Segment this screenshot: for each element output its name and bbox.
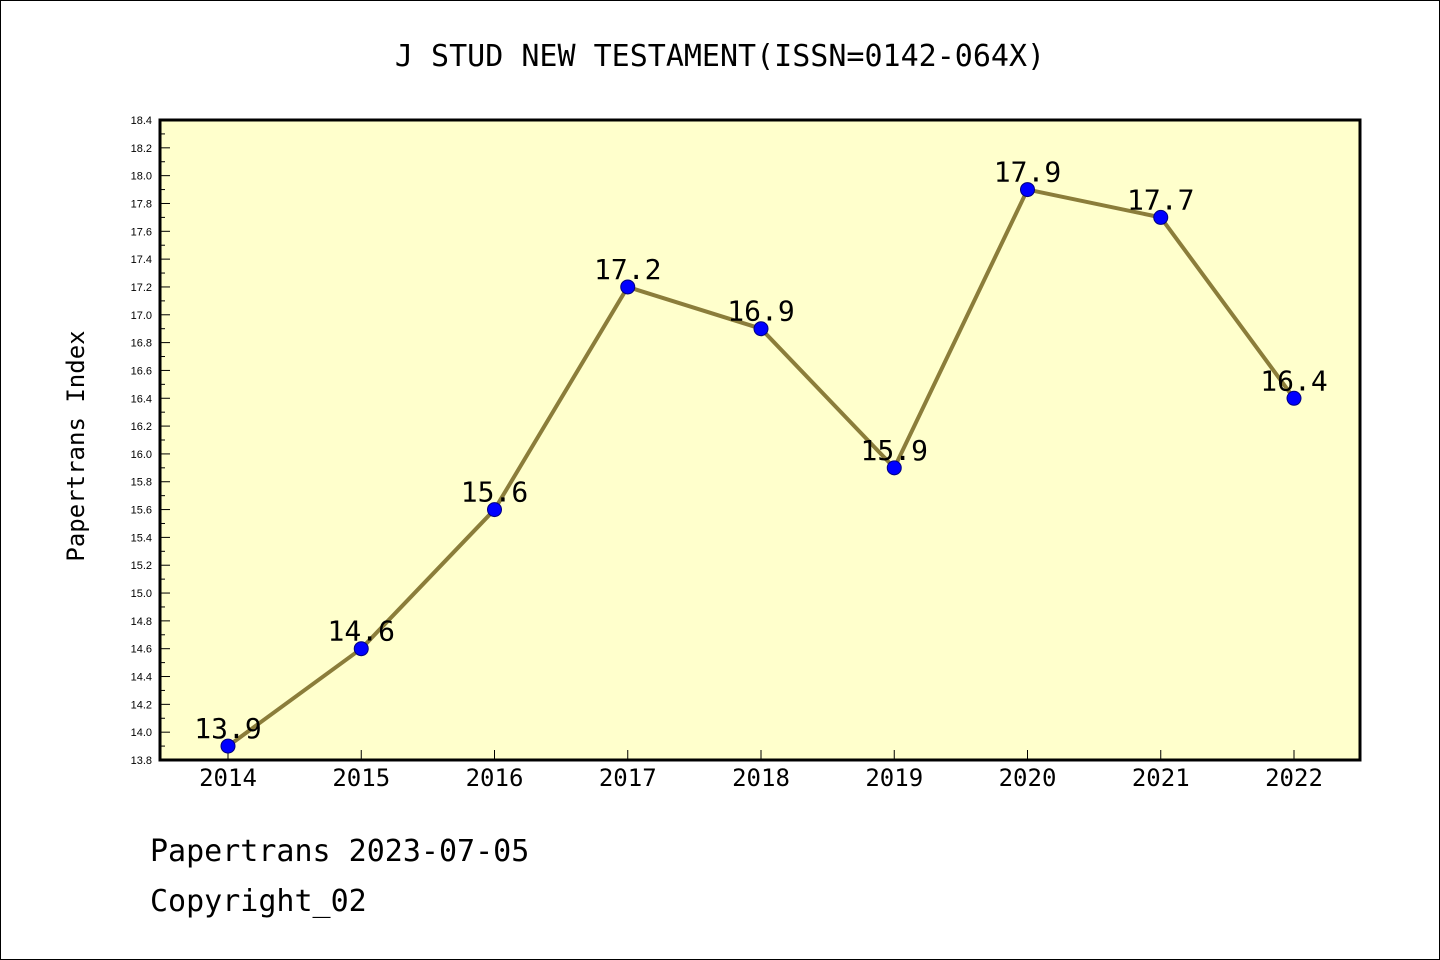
data-label: 17.7 (1127, 183, 1194, 216)
y-tick-label: 16.2 (131, 421, 152, 433)
data-label: 15.9 (861, 434, 928, 467)
data-point (1286, 390, 1302, 406)
x-tick-label: 2021 (1132, 764, 1190, 792)
y-tick-label: 16.0 (131, 449, 152, 461)
data-markers (220, 182, 1302, 754)
data-point (1153, 209, 1169, 225)
x-tick-label: 2018 (732, 764, 790, 792)
y-tick-label: 14.6 (131, 644, 152, 656)
x-tick-label: 2016 (466, 764, 524, 792)
y-tick-label: 17.8 (131, 198, 152, 210)
y-tick-label: 18.4 (131, 115, 152, 127)
data-point (886, 460, 902, 476)
y-tick-label: 14.2 (131, 699, 152, 711)
y-tick-label: 15.6 (131, 505, 152, 517)
y-tick-label: 14.0 (131, 727, 152, 739)
y-axis: 13.8 14.0 14.2 14.4 14.6 14.8 15.0 15.2 15.4 15.6… (131, 115, 170, 767)
y-tick-label: 17.0 (131, 310, 152, 322)
x-tick-label: 2017 (599, 764, 657, 792)
y-tick-label: 14.4 (131, 672, 152, 684)
data-point (220, 738, 236, 754)
y-tick-label: 14.8 (131, 616, 152, 628)
x-tick-label: 2022 (1265, 764, 1323, 792)
data-point (753, 321, 769, 337)
y-tick-label: 17.4 (131, 254, 152, 266)
y-tick-label: 13.8 (131, 755, 152, 767)
footer-copyright: Copyright_02 (150, 884, 367, 919)
chart-title: J STUD NEW TESTAMENT(ISSN=0142-064X) (395, 39, 1045, 74)
y-tick-label: 18.2 (131, 143, 152, 155)
x-tick-label: 2015 (332, 764, 390, 792)
data-point (1020, 182, 1035, 198)
x-tick-label: 2020 (999, 764, 1057, 792)
data-label: 16.9 (727, 295, 794, 328)
y-tick-label: 18.0 (131, 171, 152, 183)
x-tick-label: 2019 (865, 764, 923, 792)
y-tick-label: 17.6 (131, 226, 152, 238)
data-point (487, 502, 502, 518)
data-label: 17.2 (594, 253, 661, 286)
y-tick-label: 17.2 (131, 282, 152, 294)
y-tick-label: 15.8 (131, 477, 152, 489)
data-label: 14.6 (328, 615, 395, 648)
y-tick-label: 15.4 (131, 532, 152, 544)
y-tick-label: 16.8 (131, 338, 152, 350)
y-tick-label: 16.4 (131, 393, 152, 405)
footer-date: Papertrans 2023-07-05 (150, 834, 530, 869)
data-label: 17.9 (994, 156, 1061, 189)
data-label: 15.6 (461, 476, 528, 509)
y-tick-label: 15.2 (131, 560, 152, 572)
data-labels: 13.9 14.6 15.6 17.2 16.9 15.9 17.9 17.7 16.4 (194, 156, 1327, 746)
x-axis: 2014 2015 2016 2017 2018 2019 2020 2021 2022 (199, 750, 1323, 792)
y-tick-label: 16.6 (131, 365, 152, 377)
data-point (620, 279, 636, 295)
y-tick-label: 15.0 (131, 588, 152, 600)
data-point (353, 641, 369, 657)
data-label: 13.9 (194, 712, 261, 745)
y-axis-label: Papertrans Index (62, 330, 90, 561)
x-tick-label: 2014 (199, 764, 257, 792)
data-label: 16.4 (1260, 364, 1327, 397)
